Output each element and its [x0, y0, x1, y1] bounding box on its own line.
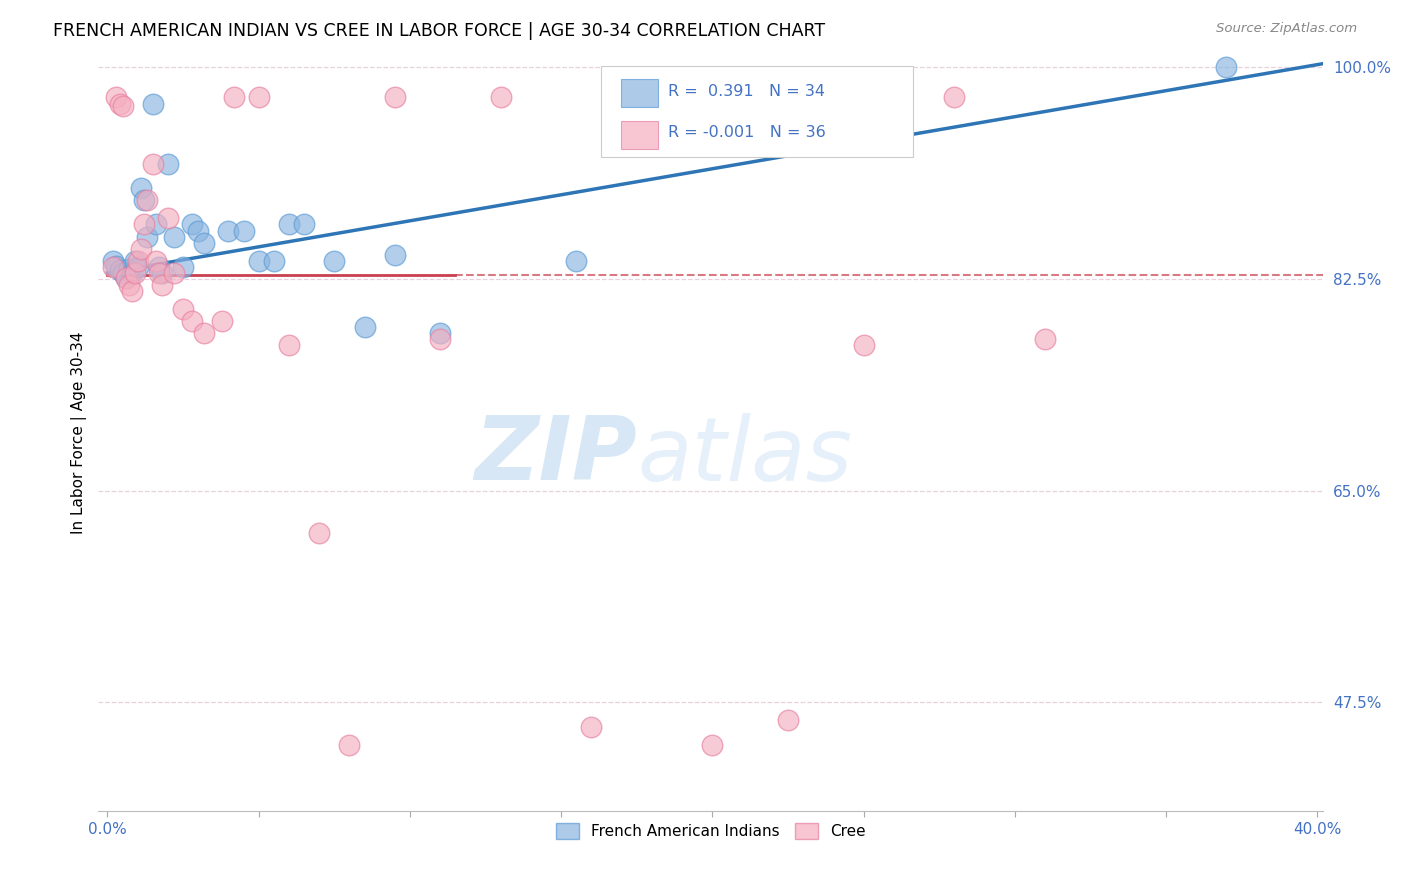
Text: FRENCH AMERICAN INDIAN VS CREE IN LABOR FORCE | AGE 30-34 CORRELATION CHART: FRENCH AMERICAN INDIAN VS CREE IN LABOR …: [53, 22, 825, 40]
Point: [163, 229, 186, 244]
Point: [172, 302, 194, 317]
Text: ZIP: ZIP: [475, 412, 637, 500]
Point: [247, 253, 270, 268]
Point: [145, 218, 167, 232]
Point: [224, 90, 246, 104]
Point: [1033, 333, 1056, 347]
Point: [776, 714, 799, 728]
Point: [187, 223, 209, 237]
Point: [103, 253, 125, 268]
Point: [211, 314, 233, 328]
Legend: French American Indians, Cree: French American Indians, Cree: [550, 817, 872, 845]
Point: [111, 266, 134, 280]
Text: Source: ZipAtlas.com: Source: ZipAtlas.com: [1216, 22, 1357, 36]
Point: [132, 218, 155, 232]
Point: [384, 90, 406, 104]
Point: [156, 211, 179, 226]
Point: [308, 525, 330, 540]
Point: [581, 719, 603, 733]
Point: [114, 270, 136, 285]
Point: [148, 266, 170, 280]
Point: [114, 270, 136, 285]
Point: [150, 266, 173, 280]
Point: [702, 738, 724, 752]
Y-axis label: In Labor Force | Age 30-34: In Labor Force | Age 30-34: [72, 332, 87, 534]
Point: [135, 229, 157, 244]
Point: [852, 338, 875, 352]
Point: [337, 738, 360, 752]
Point: [150, 277, 173, 292]
Point: [323, 253, 346, 268]
Point: [181, 314, 204, 328]
Point: [247, 90, 270, 104]
Point: [217, 223, 239, 237]
Point: [108, 96, 131, 111]
Point: [1215, 60, 1237, 74]
Point: [156, 157, 179, 171]
Point: [108, 263, 131, 277]
Text: R = -0.001   N = 36: R = -0.001 N = 36: [668, 125, 825, 140]
Point: [103, 260, 125, 274]
Text: atlas: atlas: [637, 413, 852, 499]
Point: [384, 248, 406, 262]
Point: [124, 266, 146, 280]
Point: [429, 333, 451, 347]
Point: [489, 90, 512, 104]
FancyBboxPatch shape: [621, 79, 658, 107]
Point: [277, 218, 299, 232]
Point: [105, 90, 128, 104]
Point: [943, 90, 966, 104]
Point: [105, 259, 128, 273]
Point: [135, 194, 157, 208]
Point: [145, 253, 167, 268]
Point: [193, 235, 215, 250]
Point: [353, 320, 375, 334]
Point: [142, 157, 165, 171]
Point: [117, 262, 139, 277]
Point: [565, 253, 588, 268]
Point: [129, 242, 152, 256]
Point: [181, 218, 204, 232]
Point: [111, 99, 134, 113]
Point: [232, 223, 254, 237]
Point: [121, 284, 143, 298]
Point: [163, 266, 186, 280]
Point: [129, 181, 152, 195]
Point: [132, 194, 155, 208]
FancyBboxPatch shape: [600, 67, 912, 157]
FancyBboxPatch shape: [621, 121, 658, 149]
Point: [292, 218, 315, 232]
Point: [124, 253, 146, 268]
Point: [193, 326, 215, 341]
Point: [263, 253, 285, 268]
Point: [127, 253, 149, 268]
Point: [172, 260, 194, 274]
Point: [429, 326, 451, 341]
Point: [148, 260, 170, 274]
Text: R =  0.391   N = 34: R = 0.391 N = 34: [668, 84, 825, 98]
Point: [277, 338, 299, 352]
Point: [127, 260, 149, 274]
Point: [117, 277, 139, 292]
Point: [142, 96, 165, 111]
Point: [121, 266, 143, 280]
